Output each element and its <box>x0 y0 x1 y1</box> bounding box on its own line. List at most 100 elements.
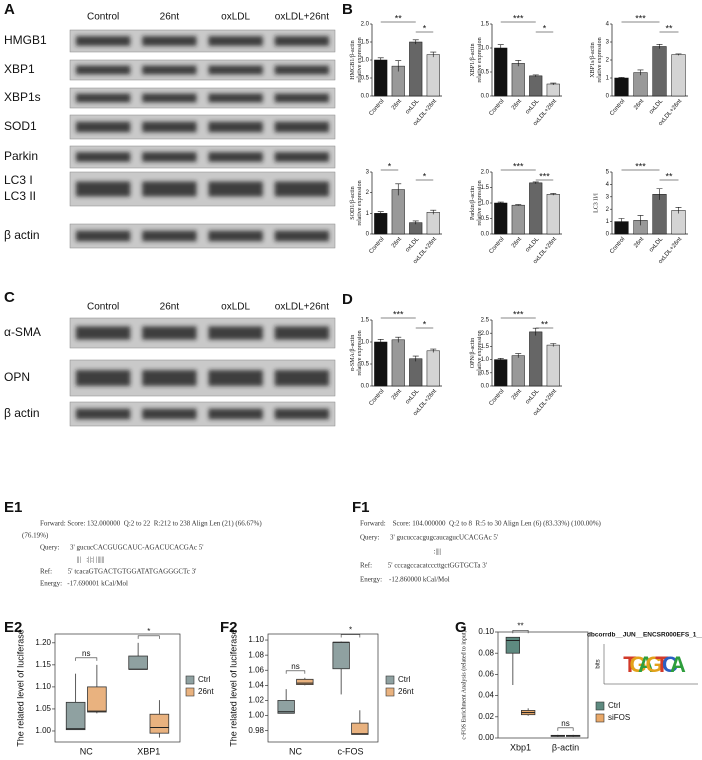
legend-label: 26nt <box>398 687 414 696</box>
plot-frame <box>497 631 589 739</box>
significance-label: *** <box>513 161 524 171</box>
error-bar <box>532 181 539 184</box>
motif-letter: C <box>662 652 678 677</box>
y-tick-label: 1.08 <box>248 650 264 659</box>
y-tick-label: 2.0 <box>481 331 490 337</box>
row-label: Parkin <box>4 149 38 163</box>
significance-label: *** <box>393 309 404 319</box>
error-bar <box>430 209 437 215</box>
x-tick-label: oxLDL <box>648 98 664 116</box>
row-label: SOD1 <box>4 119 37 133</box>
row-label: OPN <box>4 370 30 384</box>
blot-band <box>208 121 263 133</box>
error-bar <box>515 60 522 67</box>
box <box>351 722 369 735</box>
error-bar <box>412 39 419 45</box>
blot-band <box>142 65 197 75</box>
alignment-line: (76.19%) <box>22 532 49 540</box>
x-tick-label: 26nt <box>391 388 403 401</box>
y-tick-label: 0.06 <box>478 670 494 679</box>
alignment-line: :|||| <box>360 548 441 556</box>
error-bar <box>430 51 437 58</box>
y-tick-label: 1.00 <box>248 711 264 720</box>
blot-band <box>76 65 131 75</box>
y-tick-label: 0 <box>606 232 610 238</box>
blot-strip <box>69 87 336 109</box>
significance-label: * <box>423 171 427 181</box>
lane-label: oxLDL <box>221 12 250 23</box>
y-tick-label: 1.0 <box>481 357 490 363</box>
bar <box>671 54 686 97</box>
x-tick-label: oxLDL <box>525 236 541 254</box>
box <box>87 686 107 713</box>
significance-label: ** <box>665 23 673 33</box>
error-bar <box>377 339 384 345</box>
x-tick-label: Xbp1 <box>510 742 531 752</box>
significance-label: ns <box>291 662 299 671</box>
y-tick-label: 1.04 <box>248 680 264 689</box>
y-tick-label: 2 <box>366 190 370 196</box>
y-tick-label: 0.04 <box>478 691 494 700</box>
blot-band <box>142 326 197 340</box>
blot-band <box>142 230 197 242</box>
significance-label: *** <box>635 161 646 171</box>
y-tick-label: 1.05 <box>35 704 51 713</box>
y-tick-label: 1.10 <box>248 635 264 644</box>
legend-label: Ctrl <box>198 675 211 684</box>
x-tick-label: oxLDL <box>405 388 421 406</box>
y-tick-label: 1.5 <box>481 22 490 28</box>
x-tick-label: NC <box>289 746 302 756</box>
bar <box>426 212 440 235</box>
significance-label: ns <box>82 649 90 658</box>
y-tick-label: 4 <box>606 22 610 28</box>
y-axis-label: The related level of luciferase <box>15 629 25 747</box>
blot-band <box>208 65 263 75</box>
box <box>332 641 350 670</box>
x-tick-label: Control <box>368 98 385 117</box>
y-tick-label: 0.5 <box>481 216 490 222</box>
error-bar <box>395 336 402 343</box>
y-tick-label: 1.0 <box>481 201 490 207</box>
lane-label: Control <box>87 302 119 313</box>
bar <box>529 331 543 387</box>
x-tick-label: NC <box>80 746 93 756</box>
error-bar <box>550 82 557 85</box>
legend-swatch <box>385 675 395 685</box>
significance-label: * <box>349 626 352 635</box>
error-bar <box>412 220 419 225</box>
x-tick-label: 26nt <box>511 98 523 111</box>
box <box>505 636 521 654</box>
x-tick-label: c-FOS <box>338 746 364 756</box>
y-tick-label: 1.15 <box>35 660 51 669</box>
y-tick-label: 0.98 <box>248 726 264 735</box>
panel-label: F2 <box>220 619 238 636</box>
blot-band <box>142 370 197 386</box>
blot-strip <box>69 29 336 53</box>
bar <box>511 63 525 97</box>
error-bar <box>412 355 419 362</box>
y-tick-label: 1.5 <box>361 40 370 46</box>
lane-label: 26nt <box>160 12 180 23</box>
bar <box>494 47 508 97</box>
alignment-line: Ref: 5' tcacaGTGACTGTGGATATGAGGGCTc 3' <box>40 568 196 576</box>
lane-label: Control <box>87 12 119 23</box>
y-tick-label: 1.06 <box>248 665 264 674</box>
blot-band <box>208 152 263 162</box>
y-tick-label: 0.00 <box>478 733 494 742</box>
blot-band <box>274 370 329 386</box>
bar <box>391 339 405 387</box>
y-axis-label: c-FOS Enrichment Analysis (related to in… <box>460 630 467 739</box>
y-tick-label: 3 <box>366 170 370 176</box>
blot-band <box>208 326 263 340</box>
y-tick-label: 2 <box>606 207 610 213</box>
blot-band <box>142 36 197 46</box>
error-bar <box>675 53 682 56</box>
error-bar <box>515 204 522 206</box>
lane-label: oxLDL <box>221 302 250 313</box>
error-bar <box>395 183 402 196</box>
y-axis-label: XBP1s/β-actin <box>590 42 596 77</box>
lane-label: 26nt <box>160 302 180 313</box>
significance-label: * <box>543 23 547 33</box>
bar <box>374 59 388 97</box>
bar <box>529 182 543 235</box>
